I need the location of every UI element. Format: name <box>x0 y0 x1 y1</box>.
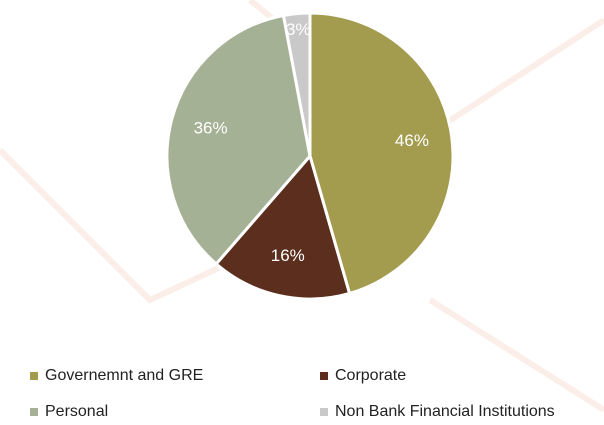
legend-label: Governemnt and GRE <box>45 367 203 384</box>
pie-slice <box>165 13 312 267</box>
pie-slice <box>281 11 312 157</box>
legend-swatch <box>30 408 38 416</box>
legend-swatch <box>320 372 328 380</box>
legend-label: Non Bank Financial Institutions <box>335 403 555 420</box>
pie-slice <box>214 152 352 301</box>
legend-label: Personal <box>45 403 108 420</box>
legend-swatch <box>30 372 38 380</box>
slice-label: 3% <box>286 20 311 39</box>
legend-label: Corporate <box>335 367 406 384</box>
pie-slice <box>308 11 455 296</box>
slice-label: 16% <box>271 246 305 265</box>
legend-swatch <box>320 408 328 416</box>
slice-label: 46% <box>395 131 429 150</box>
slice-label: 36% <box>194 119 228 138</box>
